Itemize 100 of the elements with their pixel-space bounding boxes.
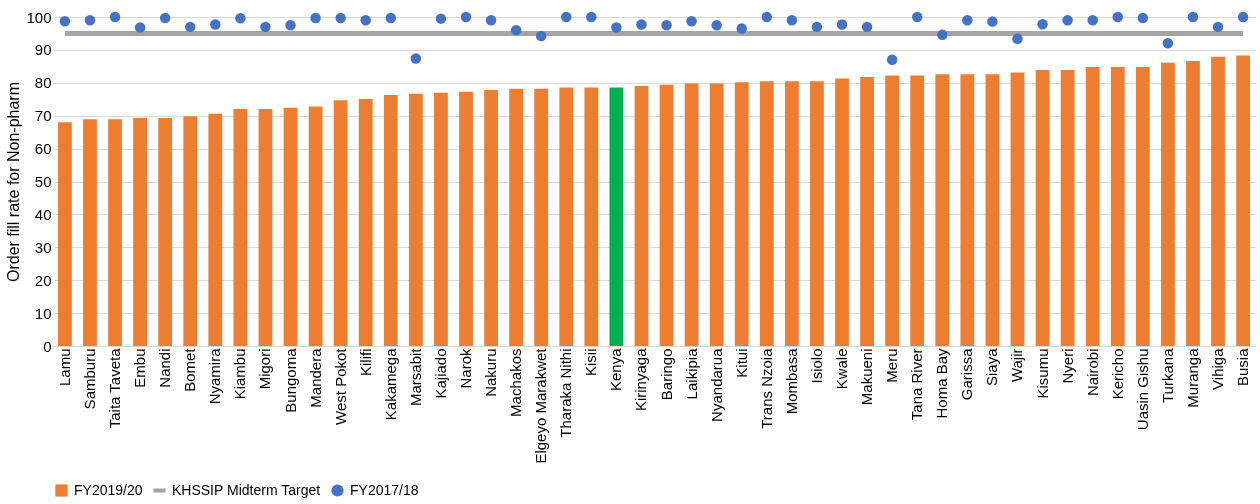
x-tick-label: Narok [456, 348, 474, 389]
x-tick-label: Homa Bay [933, 348, 951, 419]
x-tick-label: Tharaka Nithi [557, 348, 575, 438]
point [836, 19, 848, 30]
x-tick-label: Laikipia [682, 347, 700, 400]
x-tick-label: Lamu [55, 348, 73, 387]
y-tick-label: 70 [34, 107, 52, 125]
x-tick-label: Elgeyo Marakwet [532, 347, 550, 464]
x-tick-label: Wajir [1008, 348, 1026, 383]
bar [308, 106, 323, 346]
point [134, 22, 146, 33]
x-tick-label: Tana River [908, 348, 926, 421]
bar [960, 74, 975, 346]
y-tick-label: 40 [34, 205, 52, 223]
y-tick-label: 0 [43, 337, 52, 355]
bar [860, 76, 874, 346]
point [535, 30, 547, 42]
point [886, 54, 898, 65]
point [210, 19, 221, 30]
point [1087, 15, 1098, 26]
bar [1035, 69, 1050, 346]
x-tick-label: Busia [1234, 347, 1252, 387]
point [1037, 19, 1048, 30]
point [109, 11, 121, 23]
bar [759, 81, 774, 346]
bar [1085, 67, 1100, 346]
point [811, 21, 823, 33]
y-tick-label: 60 [34, 140, 52, 158]
x-tick-label: Machakos [507, 348, 525, 417]
point [159, 12, 171, 24]
x-tick-label: Nyeri [1058, 348, 1076, 384]
bar [58, 122, 72, 346]
point [335, 12, 346, 24]
bar [709, 83, 724, 346]
x-tick-label: Samburu [80, 348, 98, 410]
bar [333, 100, 348, 346]
point [235, 13, 246, 24]
bar [559, 87, 574, 346]
point [510, 24, 522, 36]
point [360, 15, 371, 26]
x-tick-label: Mandera [306, 347, 324, 408]
bar [208, 113, 223, 346]
point [987, 16, 998, 27]
x-tick-label: Bomet [181, 347, 199, 392]
bar [584, 87, 599, 346]
bar [659, 84, 674, 346]
bar [258, 109, 273, 346]
x-tick-label: Isiolo [807, 348, 825, 384]
bar [734, 82, 749, 346]
bar [133, 118, 147, 346]
point [1187, 11, 1199, 23]
point [861, 21, 873, 33]
point [711, 19, 722, 31]
point [385, 12, 397, 24]
bar [1135, 67, 1150, 346]
point [786, 15, 798, 26]
x-tick-label: Trans Nzoia [757, 347, 775, 429]
bar [408, 93, 423, 346]
x-tick-label: Mombasa [782, 347, 800, 415]
bar [383, 94, 398, 346]
bar [885, 75, 900, 346]
x-tick-label: West Pokot [331, 347, 349, 425]
bar [810, 81, 824, 346]
x-tick-label: Muranga [1183, 347, 1201, 408]
point [1237, 11, 1249, 23]
y-tick-label: 100 [26, 8, 52, 26]
x-tick-label: Kajiado [431, 348, 449, 399]
point [937, 29, 948, 40]
point [1012, 33, 1023, 44]
point [435, 13, 447, 24]
point [1162, 38, 1174, 49]
bar [634, 86, 649, 346]
point [611, 22, 622, 33]
x-tick-label: Embu [131, 348, 149, 388]
bar [784, 81, 799, 346]
x-tick-label: Kenya [607, 347, 625, 392]
point [1137, 12, 1149, 24]
bar [1110, 67, 1125, 346]
x-tick-label: Kakamega [381, 347, 399, 421]
point [736, 23, 747, 34]
point [310, 12, 321, 24]
y-tick-label: 30 [34, 238, 52, 256]
legend-label: KHSSIP Midterm Target [172, 481, 321, 498]
bar [910, 75, 925, 346]
x-tick-label: Kisii [582, 348, 600, 377]
bar [684, 83, 699, 346]
x-tick-label: Kirinyaga [632, 347, 650, 412]
point [59, 16, 71, 27]
x-tick-label: Kiambu [231, 348, 249, 400]
x-tick-label: Turkana [1158, 347, 1176, 403]
bar [158, 118, 173, 346]
point [84, 15, 96, 26]
bar [434, 92, 448, 346]
bar [509, 88, 524, 346]
x-tick-label: Nandi [156, 348, 174, 388]
x-tick-label: Makueni [858, 348, 876, 406]
point [636, 19, 647, 30]
x-tick-label: Nairobi [1083, 348, 1101, 397]
point [761, 11, 773, 23]
bar [534, 88, 549, 346]
